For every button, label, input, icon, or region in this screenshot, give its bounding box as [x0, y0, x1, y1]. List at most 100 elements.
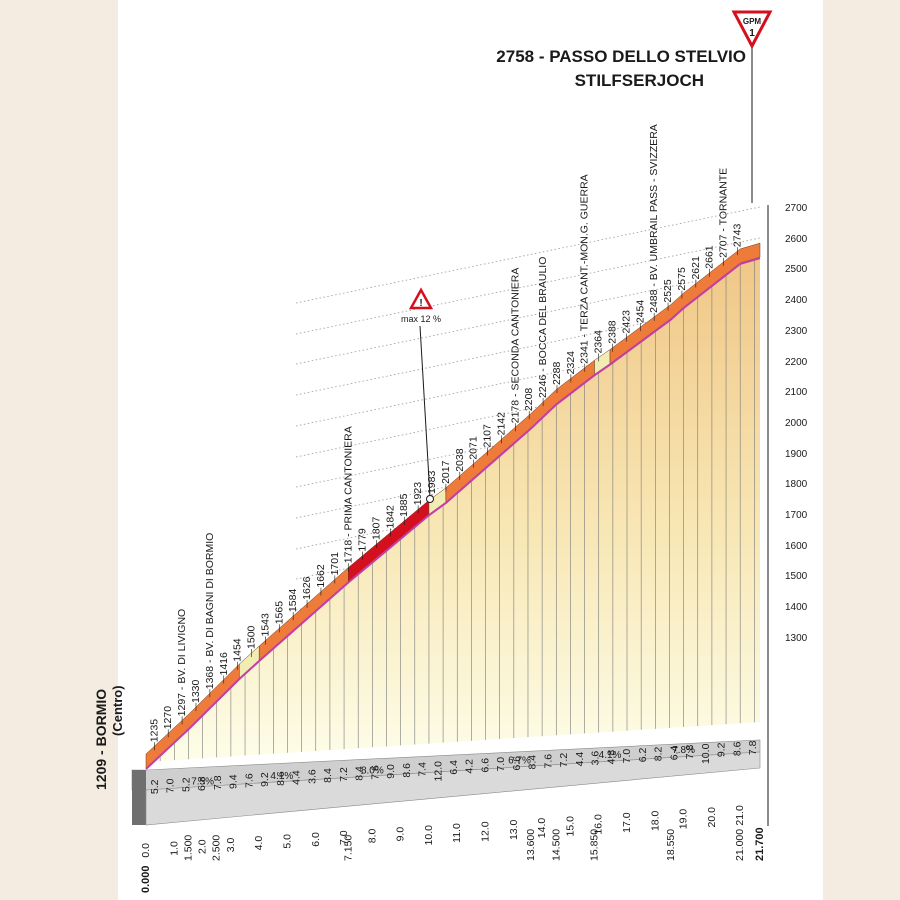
distance-label: 21.700 [754, 827, 766, 861]
altitude-label: 1454 [232, 638, 244, 662]
km-gradient-label: 8.6 [275, 771, 287, 786]
route-line [145, 257, 761, 770]
profile-labels: 1300 1400 1500 1600 1700 1800 1900 2000 2100 2200… [140, 124, 808, 893]
x-tick-label: 4.0 [253, 836, 265, 851]
altitude-label: 2178 - SECONDA CANTONIERA [509, 268, 521, 424]
y-tick-label: 2700 [785, 203, 808, 214]
x-tick-label: 13.0 [508, 819, 520, 840]
y-tick-label: 2400 [785, 295, 808, 306]
altitude-label: 2743 [731, 224, 743, 248]
y-tick-label: 2600 [785, 234, 808, 245]
base-front-face [132, 770, 146, 825]
km-gradient-label: 5.2 [180, 777, 192, 792]
km-gradient-label: 7.6 [369, 765, 381, 780]
km-gradient-label: 9.0 [385, 764, 397, 779]
gridline [295, 237, 761, 335]
km-gradient-label: 5.2 [149, 779, 161, 794]
warning-exclamation-icon: ! [419, 298, 422, 309]
x-tick-label: 10.0 [423, 825, 435, 846]
y-tick-label: 2500 [785, 264, 808, 275]
altitude-label: 1842 [384, 505, 396, 529]
km-gradient-label: 6.6 [511, 756, 523, 771]
altitude-label: 2288 [551, 361, 563, 385]
distance-label: 21.000 [734, 829, 746, 861]
y-tick-label: 1600 [785, 541, 808, 552]
profile-body [131, 251, 761, 826]
km-gradient-label: 3.6 [306, 769, 318, 784]
km-gradient-label: 9.2 [716, 742, 728, 757]
section-gradient-label: 4.1% [270, 771, 293, 782]
x-tick-label: 16.0 [593, 814, 605, 835]
km-gradient-label: 6.8 [196, 776, 208, 791]
distance-label: 7.150 [342, 835, 354, 861]
x-tick-label: 15.0 [564, 816, 576, 837]
start-label: 1209 - BORMIO (Centro) [93, 685, 125, 790]
x-tick-label: 0.0 [140, 843, 152, 858]
km-gradient-label: 7.8 [212, 775, 224, 790]
altitude-label: 1718 - PRIMA CANTONIERA [343, 426, 355, 563]
base-lower-strip [145, 751, 761, 826]
altitude-label: 2454 [634, 300, 646, 324]
x-tick-label: 7.0 [338, 830, 350, 845]
y-tick-label: 1500 [785, 571, 808, 582]
altitude-label: 1368 - BV. DI BAGNI DI BORMIO [204, 533, 216, 690]
km-gradient-label: 7.6 [243, 773, 255, 788]
max-pointer-line [419, 325, 431, 498]
y-tick-label: 2100 [785, 387, 808, 398]
km-gradient-label: 4.2 [464, 759, 476, 774]
max-gradient-label: max 12 % [401, 314, 441, 324]
km-gradient-label: 6.4 [448, 760, 460, 775]
gpm-badge: GPM 1 [731, 10, 773, 203]
km-gradient-label: 7.8 [684, 744, 696, 759]
section-gradient-label: 7.5% [191, 776, 214, 787]
altitude-label: 2575 [676, 267, 688, 291]
x-tick-label: 8.0 [366, 828, 378, 843]
altitude-label: 1701 [329, 552, 341, 576]
km-gradient-label: 4.4 [291, 770, 303, 785]
km-gradient-label: 7.6 [542, 754, 554, 769]
km-gradient-label: 8.6 [731, 741, 743, 756]
altitude-label: 1662 [315, 564, 327, 588]
altitude-label: 1779 [357, 528, 369, 552]
altitude-label: 2341 - TERZA CANT.-MON.G. GUERRA [579, 174, 591, 363]
start-name: BORMIO [93, 689, 109, 747]
altitude-label: 1416 [218, 652, 230, 676]
altitude-label: 2071 [468, 436, 480, 460]
y-tick-label: 2200 [785, 357, 808, 368]
km-gradient-label: 6.4 [668, 745, 680, 760]
km-gradient-label: 8.4 [322, 768, 334, 783]
svg-text:1209 - BORMIO: 1209 - BORMIO [93, 689, 109, 790]
altitude-label: 2661 [704, 245, 716, 269]
km-gradient-label: 8.2 [653, 747, 665, 762]
section-gradient-label: 7.8% [672, 745, 695, 756]
km-gradient-label: 4.8 [605, 750, 617, 765]
altitude-label: 2388 [607, 320, 619, 344]
distance-label: 13.600 [525, 829, 537, 861]
subtitle-text: STILFSERJOCH [575, 71, 704, 90]
altitude-label: 1626 [301, 576, 313, 600]
altitude-label: 2107 [482, 424, 494, 448]
y-tick-label: 1700 [785, 510, 808, 521]
title-block: 2758 - PASSO DELLO STELVIO STILFSERJOCH [496, 47, 746, 90]
y-tick-label: 1300 [785, 633, 808, 644]
gpm-triangle [731, 10, 773, 50]
start-subname: (Centro) [110, 685, 125, 736]
distance-label: 2.500 [211, 835, 223, 861]
x-tick-label: 14.0 [536, 818, 548, 839]
y-tick-label: 1400 [785, 602, 808, 613]
gridline [295, 329, 761, 427]
km-gradient-label: 10.0 [700, 743, 712, 764]
gridline [295, 206, 761, 304]
km-gradient-label: 12.0 [432, 761, 444, 782]
altitude-label: 1297 - BV. DI LIVIGNO [176, 609, 188, 717]
km-gradient-label: 7.0 [495, 757, 507, 772]
km-gradient-label: 7.4 [417, 762, 429, 777]
distance-label: 15.850 [588, 829, 600, 861]
x-tick-label: 2.0 [197, 839, 209, 854]
km-gradient-label: 7.2 [558, 753, 570, 768]
x-tick-label: 5.0 [281, 834, 293, 849]
distance-label: 0.000 [140, 865, 152, 893]
gridline [295, 298, 761, 396]
altitude-label: 2208 [523, 388, 535, 412]
